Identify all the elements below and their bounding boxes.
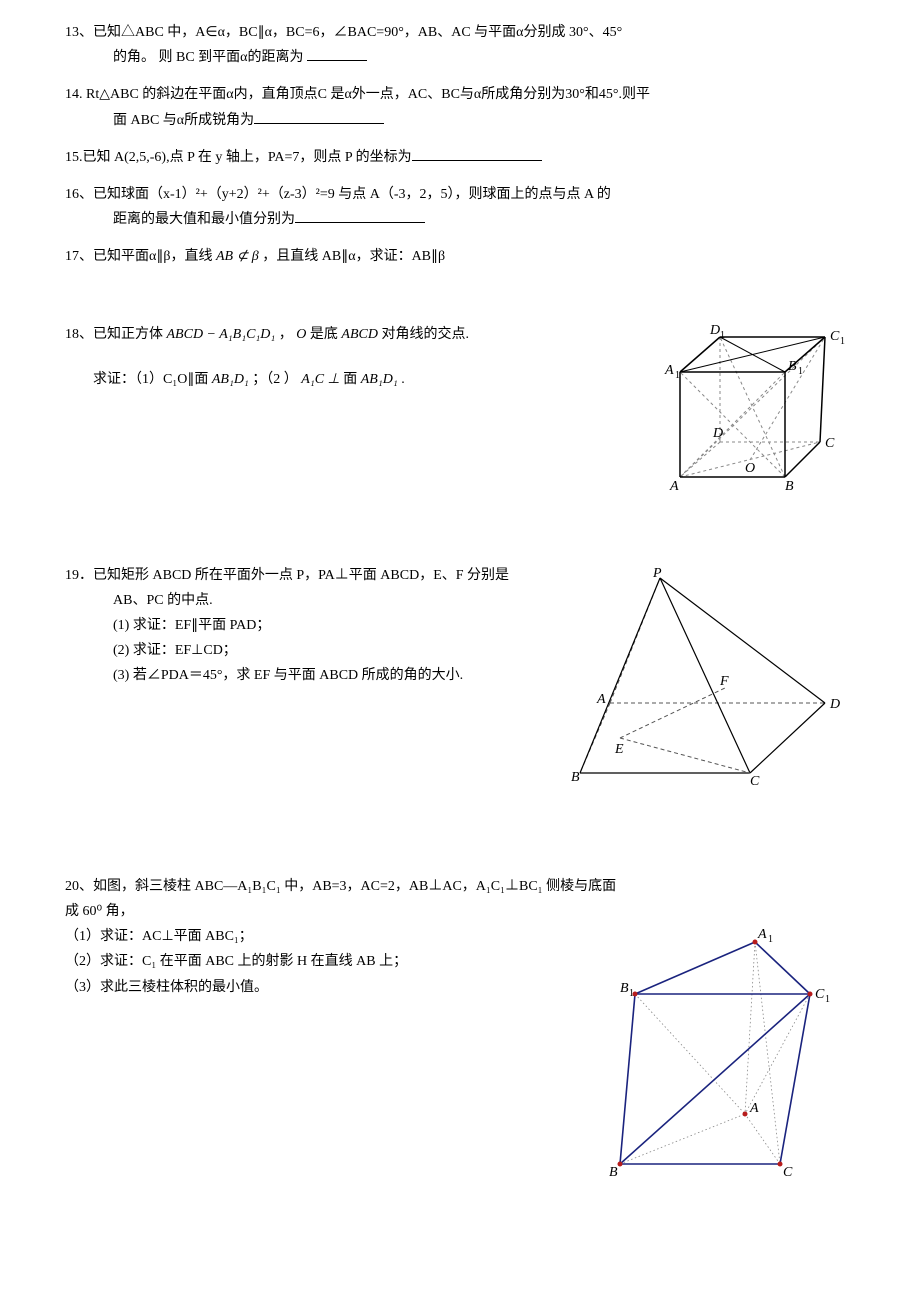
svg-text:P: P [652, 566, 662, 581]
spacer [65, 814, 855, 854]
problem-19-line1: 19．已知矩形 ABCD 所在平面外一点 P，PA⊥平面 ABCD，E、F 分别… [65, 563, 545, 588]
problem-15-text: 15.已知 A(2,5,-6),点 P 在 y 轴上，PA=7，则点 P 的坐标… [65, 145, 855, 170]
svg-text:C: C [830, 329, 840, 344]
svg-text:A: A [669, 479, 679, 494]
problem-13-line1: 13、已知△ABC 中，A∈α，BC∥α，BC=6，∠BAC=90°，AB、AC… [65, 20, 855, 45]
problem-19-content: 19．已知矩形 ABCD 所在平面外一点 P，PA⊥平面 ABCD，E、F 分别… [65, 563, 545, 689]
problem-14: 14. Rt△ABC 的斜边在平面α内，直角顶点C 是α外一点，AC、BC与α所… [65, 82, 855, 132]
problem-13-line2: 的角。 则 BC 到平面α的距离为 [65, 45, 855, 70]
svg-text:1: 1 [720, 330, 725, 341]
blank-16 [295, 207, 425, 223]
problem-20-sub3: （3）求此三棱柱体积的最小值。 [65, 975, 575, 1000]
problem-16-line2: 距离的最大值和最小值分别为 [65, 207, 855, 232]
svg-text:B: B [785, 479, 794, 494]
problem-20-line2: 成 60⁰ 角， [65, 899, 855, 924]
problem-17: 17、已知平面α∥β，直线 AB ⊄ β ，且直线 AB∥α，求证：AB∥β [65, 244, 855, 269]
problem-19: 19．已知矩形 ABCD 所在平面外一点 P，PA⊥平面 ABCD，E、F 分别… [65, 563, 855, 802]
svg-text:1: 1 [798, 366, 803, 377]
svg-text:1: 1 [629, 988, 634, 999]
problem-14-line1: 14. Rt△ABC 的斜边在平面α内，直角顶点C 是α外一点，AC、BC与α所… [65, 82, 855, 107]
problem-13: 13、已知△ABC 中，A∈α，BC∥α，BC=6，∠BAC=90°，AB、AC… [65, 20, 855, 70]
svg-text:D: D [709, 323, 720, 338]
problem-16-line1: 16、已知球面（x-1）²+（y+2）²+（z-3）²=9 与点 A（-3，2，… [65, 182, 855, 207]
svg-text:E: E [614, 742, 624, 757]
problem-20-content: （1）求证：AC⊥平面 ABC₁； （2）求证：C₁ 在平面 ABC 上的射影 … [65, 924, 575, 1000]
problem-16: 16、已知球面（x-1）²+（y+2）²+（z-3）²=9 与点 A（-3，2，… [65, 182, 855, 232]
blank-13 [307, 45, 367, 61]
blank-15 [412, 145, 542, 161]
figure-prism: A1 B1 C1 A B C [595, 924, 855, 1193]
problem-17-text: 17、已知平面α∥β，直线 AB ⊄ β ，且直线 AB∥α，求证：AB∥β [65, 244, 855, 269]
svg-text:B: B [620, 981, 629, 996]
problem-19-sub1: (1) 求证：EF∥平面 PAD； [65, 613, 545, 638]
problem-19-sub3: (3) 若∠PDA＝45°，求 EF 与平面 ABCD 所成的角的大小. [65, 663, 545, 688]
problem-19-sub2: (2) 求证：EF⊥CD； [65, 638, 545, 663]
svg-text:1: 1 [825, 994, 830, 1005]
figure-cube: A B C D A1 B1 C1 D1 O [655, 322, 855, 511]
svg-text:C: C [815, 987, 825, 1002]
svg-text:A: A [749, 1101, 759, 1116]
svg-text:C: C [750, 774, 760, 789]
spacer [65, 523, 855, 563]
svg-text:D: D [712, 426, 723, 441]
svg-text:D: D [829, 697, 840, 712]
problem-19-line2: AB、PC 的中点. [65, 588, 545, 613]
problem-18: 18、已知正方体 ABCD − A₁B₁C₁D₁ ， O 是底 ABCD 对角线… [65, 322, 855, 511]
svg-text:A: A [757, 927, 767, 942]
problem-15: 15.已知 A(2,5,-6),点 P 在 y 轴上，PA=7，则点 P 的坐标… [65, 145, 855, 170]
problem-18-line1: 18、已知正方体 ABCD − A₁B₁C₁D₁ ， O 是底 ABCD 对角线… [65, 322, 635, 347]
problem-14-line2: 面 ABC 与α所成锐角为 [65, 108, 855, 133]
problem-20-sub2: （2）求证：C₁ 在平面 ABC 上的射影 H 在直线 AB 上； [65, 949, 575, 974]
spacer [65, 854, 855, 874]
problem-18-content: 18、已知正方体 ABCD − A₁B₁C₁D₁ ， O 是底 ABCD 对角线… [65, 322, 635, 392]
svg-text:B: B [571, 770, 580, 785]
svg-text:A: A [596, 692, 606, 707]
blank-14 [254, 108, 384, 124]
problem-20: 20、如图，斜三棱柱 ABC—A₁B₁C₁ 中，AB=3，AC=2，AB⊥AC，… [65, 874, 855, 1194]
svg-text:F: F [719, 674, 729, 689]
svg-text:1: 1 [768, 934, 773, 945]
svg-text:C: C [783, 1165, 793, 1180]
svg-text:O: O [745, 461, 755, 476]
spacer [65, 282, 855, 322]
svg-text:B: B [609, 1165, 618, 1180]
figure-pyramid: P A B C D E F [565, 563, 855, 802]
svg-text:C: C [825, 436, 835, 451]
svg-text:1: 1 [675, 370, 680, 381]
problem-18-line2: 求证：（1）C₁O∥面 AB₁D₁ ；（2 ） A₁C ⊥ 面 AB₁D₁ . [65, 367, 635, 392]
svg-text:1: 1 [840, 336, 845, 347]
svg-text:A: A [664, 363, 674, 378]
problem-20-line1: 20、如图，斜三棱柱 ABC—A₁B₁C₁ 中，AB=3，AC=2，AB⊥AC，… [65, 874, 855, 899]
svg-text:B: B [788, 359, 797, 374]
problem-20-sub1: （1）求证：AC⊥平面 ABC₁； [65, 924, 575, 949]
